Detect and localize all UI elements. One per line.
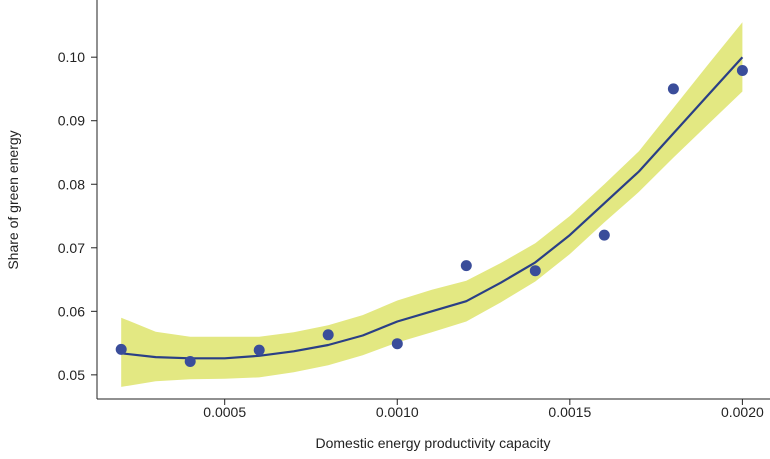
data-point: [598, 229, 610, 241]
y-ticks-layer: 0.05 0.06 0.07 0.08 0.09 0.10: [58, 49, 97, 383]
confidence-band: [121, 22, 743, 387]
data-point: [667, 83, 679, 95]
y-tick-label: 0.08: [58, 176, 85, 192]
y-axis-title: Share of green energy: [5, 130, 21, 269]
data-point: [253, 344, 265, 356]
data-point: [184, 356, 196, 367]
points-layer: [115, 65, 748, 367]
confidence-band-layer: [121, 22, 743, 387]
x-tick-label: 0.0010: [376, 404, 419, 420]
data-point: [736, 65, 748, 76]
x-axis-title: Domestic energy productivity capacity: [316, 435, 551, 451]
y-tick-label: 0.07: [58, 240, 85, 256]
y-tick-label: 0.10: [58, 49, 85, 65]
fit-line: [121, 56, 744, 360]
fit-line-layer: [121, 56, 744, 360]
data-point: [115, 343, 127, 355]
data-point: [460, 260, 472, 272]
axes-layer: [96, 0, 770, 400]
y-tick-label: 0.09: [58, 113, 85, 129]
x-tick-label: 0.0015: [548, 404, 591, 420]
data-point: [322, 329, 334, 341]
x-tick-label: 0.0005: [203, 404, 246, 420]
x-ticks-layer: 0.0005 0.0010 0.0015 0.0020: [203, 399, 764, 420]
y-tick-label: 0.05: [58, 367, 85, 383]
y-tick-label: 0.06: [58, 303, 85, 319]
data-point: [529, 265, 541, 277]
x-tick-label: 0.0020: [721, 404, 764, 420]
data-point: [391, 338, 403, 350]
